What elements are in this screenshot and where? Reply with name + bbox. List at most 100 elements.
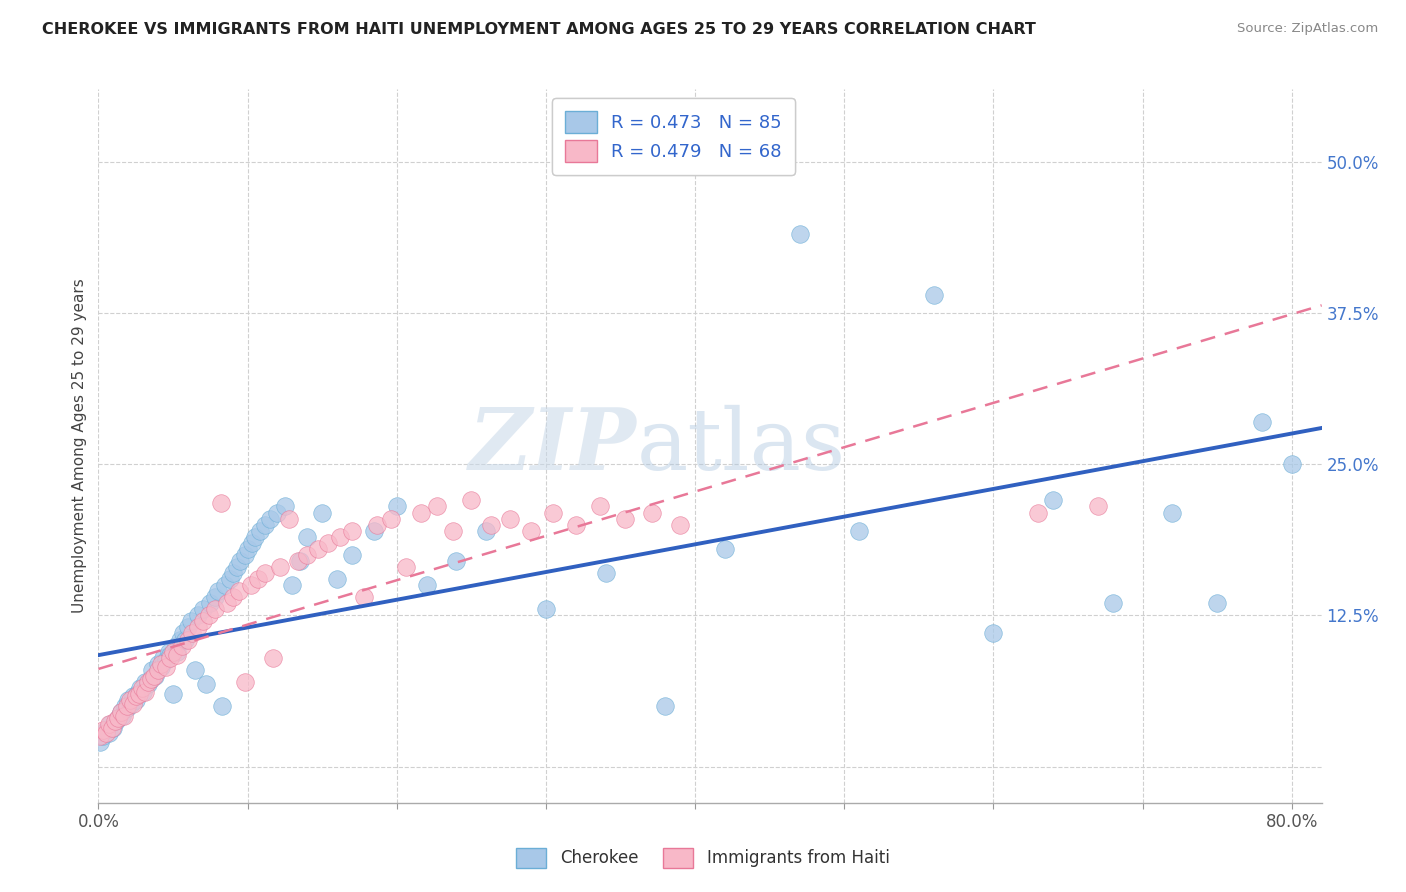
Point (170, 639, 193, 653)
Point (166, 645, 188, 659)
Point (134, 674, 156, 689)
Point (443, 524, 465, 538)
Legend: R = 0.473   N = 85, R = 0.479   N = 68: R = 0.473 N = 85, R = 0.479 N = 68 (553, 98, 794, 175)
Point (426, 500, 449, 514)
Point (89, 729, 111, 743)
Point (118, 693, 141, 707)
Point (262, 650, 284, 665)
Point (329, 530, 352, 544)
Point (155, 653, 177, 667)
Point (134, 684, 156, 698)
Point (180, 615, 202, 629)
Point (125, 693, 148, 707)
Point (111, 708, 134, 723)
Point (198, 608, 221, 623)
Point (125, 690, 148, 704)
Point (288, 554, 311, 568)
Point (211, 699, 233, 714)
Point (132, 684, 155, 698)
Point (187, 620, 209, 634)
Point (233, 548, 256, 562)
Point (520, 524, 543, 538)
Point (177, 620, 200, 634)
Text: atlas: atlas (637, 404, 846, 488)
Point (1206, 596, 1229, 610)
Point (110, 705, 132, 719)
Point (105, 714, 128, 728)
Legend: Cherokee, Immigrants from Haiti: Cherokee, Immigrants from Haiti (510, 841, 896, 875)
Point (104, 714, 127, 728)
Point (157, 645, 180, 659)
Point (326, 572, 349, 586)
Point (1251, 415, 1274, 429)
Point (922, 288, 945, 302)
Point (307, 541, 329, 556)
Point (112, 708, 135, 723)
Point (204, 602, 226, 616)
Point (218, 572, 240, 586)
Point (143, 669, 166, 683)
Point (543, 506, 565, 520)
Point (94, 725, 117, 739)
Point (848, 524, 870, 538)
Point (534, 602, 557, 616)
Point (274, 500, 297, 514)
Point (101, 721, 124, 735)
Point (165, 639, 187, 653)
Point (714, 541, 737, 556)
Point (669, 517, 692, 532)
Point (121, 697, 143, 711)
Point (181, 626, 204, 640)
Point (983, 626, 1005, 640)
Point (152, 650, 174, 665)
Point (115, 699, 138, 714)
Point (97, 717, 120, 731)
Point (91, 729, 114, 743)
Point (139, 673, 162, 687)
Point (460, 493, 482, 508)
Point (117, 693, 139, 707)
Point (281, 578, 304, 592)
Point (311, 506, 333, 520)
Point (243, 530, 266, 544)
Point (131, 681, 153, 695)
Point (89, 735, 111, 749)
Point (595, 566, 617, 580)
Point (1161, 506, 1184, 520)
Point (278, 511, 301, 525)
Point (249, 524, 271, 538)
Point (1042, 493, 1064, 508)
Point (221, 590, 243, 604)
Point (204, 590, 226, 604)
Point (614, 511, 637, 525)
Point (415, 578, 437, 592)
Point (209, 496, 232, 510)
Point (150, 660, 173, 674)
Point (266, 506, 288, 520)
Point (141, 663, 163, 677)
Point (127, 687, 149, 701)
Point (166, 648, 188, 663)
Point (287, 554, 309, 568)
Point (229, 554, 252, 568)
Text: Source: ZipAtlas.com: Source: ZipAtlas.com (1237, 22, 1378, 36)
Point (297, 530, 319, 544)
Point (97, 725, 120, 739)
Point (475, 524, 498, 538)
Point (247, 572, 270, 586)
Point (214, 578, 236, 592)
Point (1026, 506, 1049, 520)
Point (1101, 596, 1123, 610)
Point (128, 687, 150, 701)
Point (236, 541, 259, 556)
Point (162, 645, 184, 659)
Point (142, 669, 165, 683)
Point (107, 711, 129, 725)
Point (169, 632, 191, 647)
Point (146, 663, 169, 677)
Point (146, 657, 169, 671)
Point (395, 560, 418, 574)
Point (162, 687, 184, 701)
Point (1281, 457, 1303, 471)
Point (184, 663, 207, 677)
